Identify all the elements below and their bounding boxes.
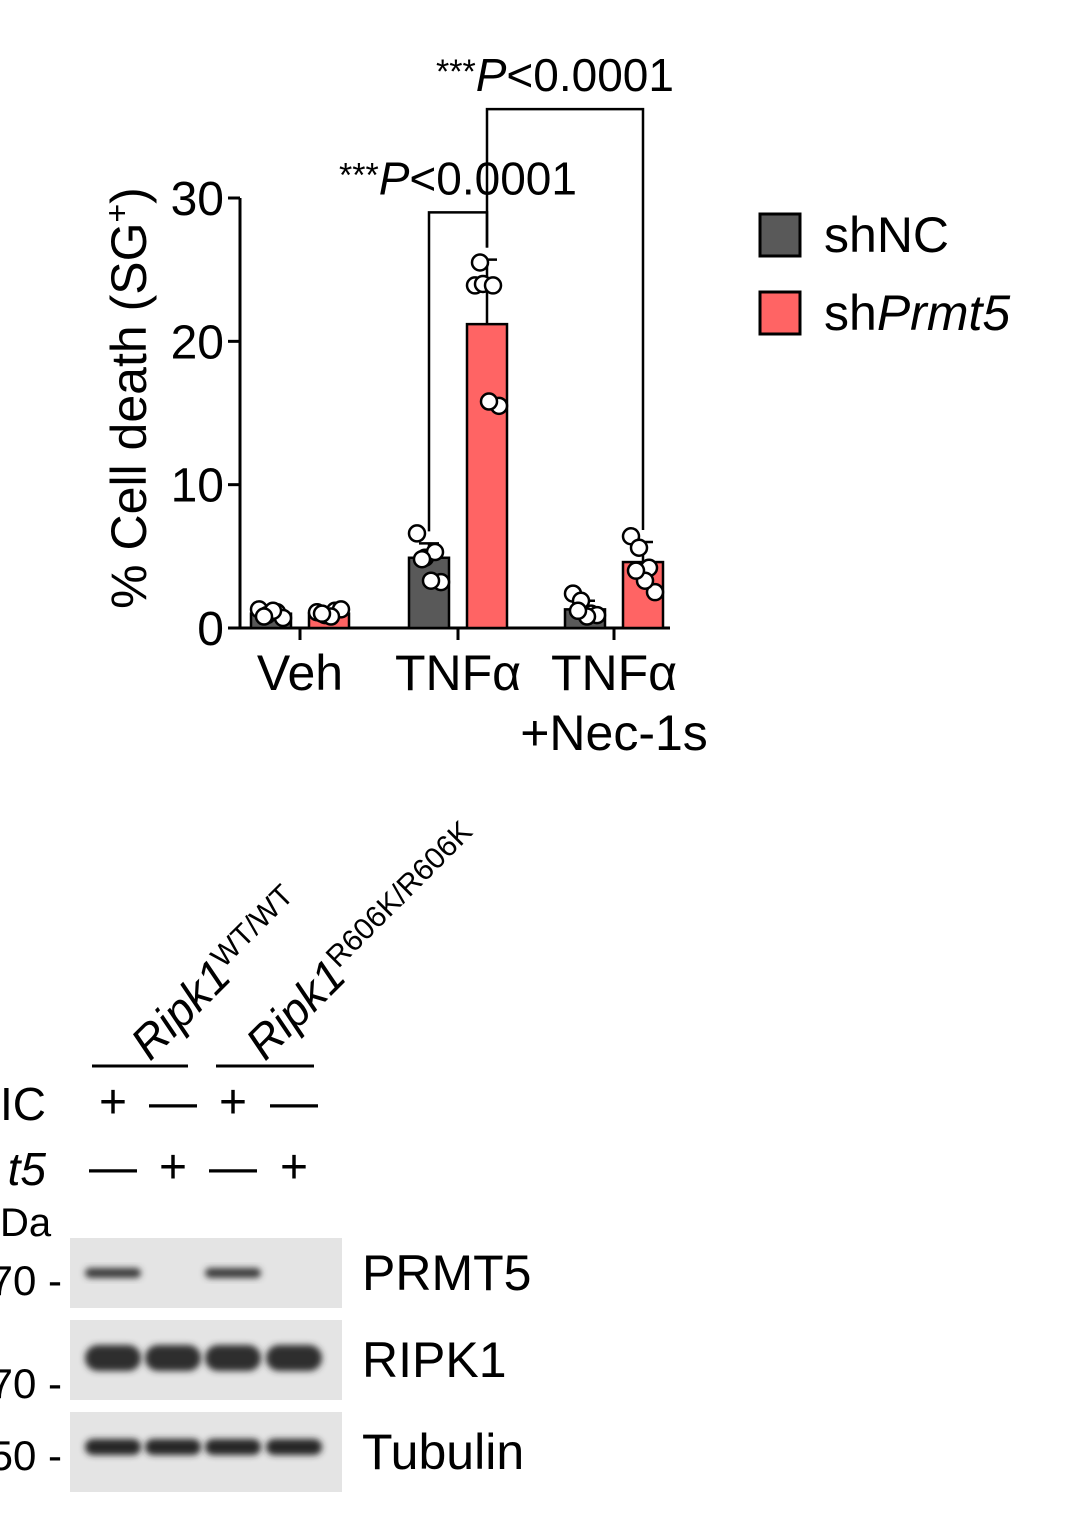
protein-band — [85, 1345, 141, 1371]
data-point — [629, 538, 649, 557]
bar — [465, 322, 509, 630]
data-point — [412, 549, 432, 569]
condition-mark: + — [99, 1076, 127, 1129]
bar-chart: 0 10 20 30 Veh TNFα TNFα+Nec-1s % Cell death (S… — [99, 49, 708, 761]
bar — [407, 556, 451, 630]
condition-mark: — — [270, 1076, 318, 1129]
data-point — [568, 601, 588, 621]
legend-swatch — [758, 290, 802, 336]
protein-band — [85, 1268, 141, 1278]
protein-band — [145, 1345, 201, 1371]
data-point — [254, 607, 274, 626]
data-point — [645, 582, 665, 602]
data-point — [483, 276, 503, 295]
protein-band — [205, 1268, 261, 1278]
protein-band — [145, 1439, 201, 1455]
y-tick-label: 10 — [171, 460, 224, 513]
protein-band — [266, 1439, 322, 1455]
kda-marker: 70 - — [0, 1360, 62, 1407]
condition-mark: — — [89, 1141, 137, 1194]
legend-label: shPrmt5 — [824, 285, 1010, 341]
row-label: t5 — [8, 1143, 47, 1195]
protein-band — [266, 1345, 322, 1371]
protein-band — [205, 1345, 261, 1371]
x-tick-label: +Nec-1s — [520, 705, 708, 761]
band-label: Tubulin — [362, 1424, 524, 1480]
y-tick-label: 20 — [171, 316, 224, 369]
significance-bracket — [485, 107, 645, 530]
kda-marker: 70 - — [0, 1257, 62, 1304]
condition-mark: — — [149, 1076, 197, 1129]
data-point — [421, 571, 441, 590]
legend-swatch — [758, 212, 802, 258]
protein-band — [205, 1439, 261, 1455]
legend: shNC shPrmt5 — [758, 207, 1010, 341]
data-point — [312, 604, 332, 623]
genotype-label: Ripk1R606K/R606K — [235, 814, 491, 1070]
x-tick-label: TNFα — [395, 645, 521, 701]
kda-label: Da — [0, 1201, 52, 1245]
x-tick-label: Veh — [257, 645, 343, 701]
data-point — [626, 561, 646, 580]
condition-mark: + — [159, 1141, 187, 1194]
band-label: RIPK1 — [362, 1332, 507, 1388]
y-axis-label: % Cell death (SG+) — [99, 187, 157, 609]
significance-label: ***P<0.0001 — [339, 152, 577, 204]
data-point — [407, 524, 427, 543]
condition-mark: + — [219, 1076, 247, 1129]
kda-marker: 50 - — [0, 1432, 62, 1479]
significance-label: ***P<0.0001 — [436, 49, 674, 101]
protein-band — [85, 1439, 141, 1455]
y-tick-label: 30 — [171, 173, 224, 226]
condition-mark: — — [209, 1141, 257, 1194]
condition-mark: + — [280, 1141, 308, 1194]
band-label: PRMT5 — [362, 1245, 531, 1301]
row-label: IC — [0, 1078, 46, 1130]
y-tick-label: 0 — [197, 603, 224, 656]
legend-label: shNC — [824, 207, 949, 263]
x-tick-label: TNFα — [551, 645, 677, 701]
data-point — [470, 253, 490, 272]
data-point — [479, 392, 499, 411]
